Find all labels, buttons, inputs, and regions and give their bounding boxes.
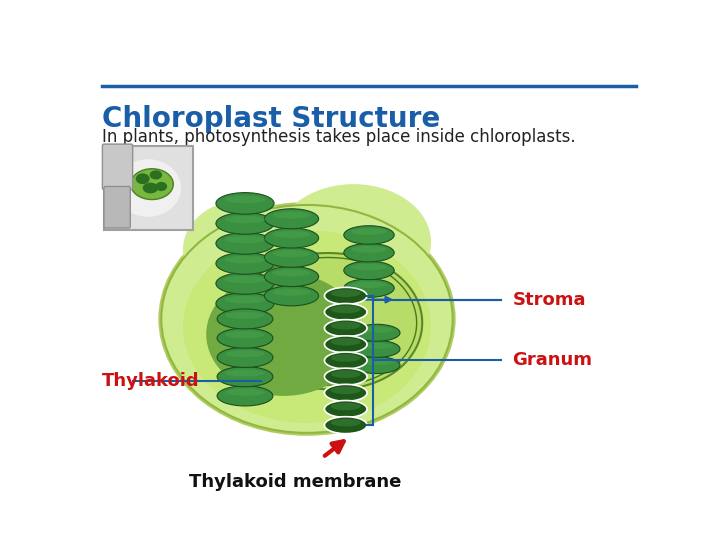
Ellipse shape [344,226,394,244]
Ellipse shape [325,320,367,336]
Ellipse shape [225,276,266,284]
Polygon shape [220,253,422,389]
Ellipse shape [225,350,264,357]
Ellipse shape [264,247,319,267]
Ellipse shape [330,306,361,313]
Ellipse shape [330,387,361,394]
Ellipse shape [217,386,273,406]
Ellipse shape [150,170,162,179]
Ellipse shape [272,289,310,296]
Ellipse shape [354,340,400,357]
Ellipse shape [156,182,167,191]
Ellipse shape [330,370,361,378]
Ellipse shape [225,236,266,244]
Text: Thylakoid membrane: Thylakoid membrane [189,473,402,491]
Ellipse shape [131,169,174,200]
Ellipse shape [330,338,361,346]
Ellipse shape [361,343,393,349]
Text: Granum: Granum [513,352,593,369]
Ellipse shape [330,403,361,410]
Ellipse shape [217,367,273,387]
Ellipse shape [225,216,266,224]
Ellipse shape [225,369,264,376]
Ellipse shape [330,354,361,362]
Ellipse shape [272,212,310,219]
Ellipse shape [325,401,367,417]
Ellipse shape [264,286,319,306]
Ellipse shape [325,336,367,353]
Ellipse shape [225,296,266,303]
Ellipse shape [264,267,319,287]
Ellipse shape [361,327,393,333]
Ellipse shape [206,273,361,396]
FancyBboxPatch shape [102,144,132,190]
FancyBboxPatch shape [104,146,193,231]
Ellipse shape [264,228,319,248]
Ellipse shape [217,347,273,367]
Ellipse shape [325,287,367,304]
Text: Thylakoid: Thylakoid [102,372,199,389]
Ellipse shape [225,195,266,203]
Ellipse shape [136,173,150,184]
Ellipse shape [351,228,387,235]
Ellipse shape [143,183,158,193]
Ellipse shape [325,417,367,434]
Ellipse shape [330,322,361,329]
Ellipse shape [272,269,310,276]
Ellipse shape [160,204,454,434]
Ellipse shape [216,193,274,214]
Ellipse shape [351,246,387,253]
Ellipse shape [325,352,367,369]
Ellipse shape [216,273,274,294]
Ellipse shape [225,256,266,264]
Ellipse shape [325,368,367,385]
Ellipse shape [264,209,319,229]
Ellipse shape [225,312,264,319]
Text: Stroma: Stroma [513,291,586,309]
Ellipse shape [351,281,387,288]
Ellipse shape [354,325,400,341]
Ellipse shape [276,184,431,300]
Ellipse shape [325,384,367,401]
Text: Chloroplast Structure: Chloroplast Structure [102,105,440,133]
Ellipse shape [325,303,367,320]
Ellipse shape [216,213,274,234]
Ellipse shape [354,356,400,374]
Ellipse shape [344,261,394,280]
Ellipse shape [344,244,394,262]
Ellipse shape [330,419,361,427]
Ellipse shape [183,231,431,423]
FancyBboxPatch shape [104,186,130,228]
Ellipse shape [217,328,273,348]
Ellipse shape [361,359,393,365]
Ellipse shape [272,231,310,238]
Ellipse shape [217,309,273,329]
Ellipse shape [216,293,274,314]
Ellipse shape [115,159,181,217]
Ellipse shape [225,389,264,396]
Ellipse shape [344,279,394,298]
Ellipse shape [272,250,310,257]
Ellipse shape [183,200,307,300]
Ellipse shape [351,264,387,271]
Ellipse shape [330,289,361,297]
Ellipse shape [216,233,274,254]
Text: In plants, photosynthesis takes place inside chloroplasts.: In plants, photosynthesis takes place in… [102,128,575,146]
Ellipse shape [216,253,274,274]
Ellipse shape [225,331,264,338]
